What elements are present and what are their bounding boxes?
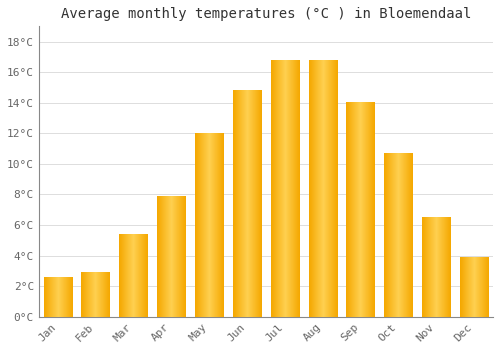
Title: Average monthly temperatures (°C ) in Bloemendaal: Average monthly temperatures (°C ) in Bl… <box>60 7 471 21</box>
